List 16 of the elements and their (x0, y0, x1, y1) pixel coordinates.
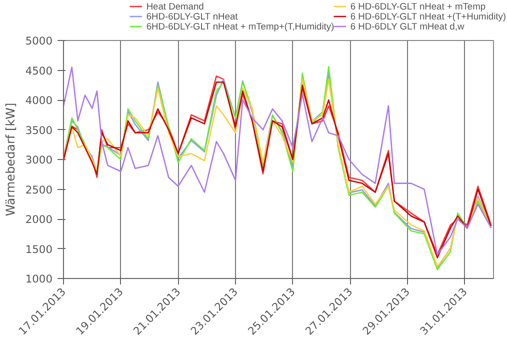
legend-label: 6HD-6DLY-GLT nHeat + mTemp+(T,Humidity) (146, 22, 334, 32)
legend-label: 6HD-6DLY-GLT nHeat (146, 12, 238, 22)
legend-label: 6 HD-6DLY GLT mHeat d,w (350, 22, 464, 32)
y-tick-label: 3500 (25, 124, 53, 137)
y-tick-label: 1000 (25, 272, 53, 286)
y-tick-label: 1500 (25, 242, 53, 256)
y-tick-label: 2500 (25, 183, 53, 196)
legend-label: 6 HD-6DLY-GLT nHeat + mTemp (350, 2, 486, 12)
y-tick-label: 4000 (25, 94, 53, 107)
y-tick-label: 2000 (25, 213, 53, 226)
legend-label: 6 HD-6DLY-GLT nHeat +(T+Humidity) (350, 12, 506, 22)
y-tick-label: 4500 (25, 64, 53, 78)
y-tick-label: 5000 (25, 34, 53, 48)
legend-label: Heat Demand (146, 2, 204, 12)
y-tick-label: 3000 (25, 154, 53, 166)
y-axis-title: Wärmebedarf [kW] (3, 102, 18, 216)
